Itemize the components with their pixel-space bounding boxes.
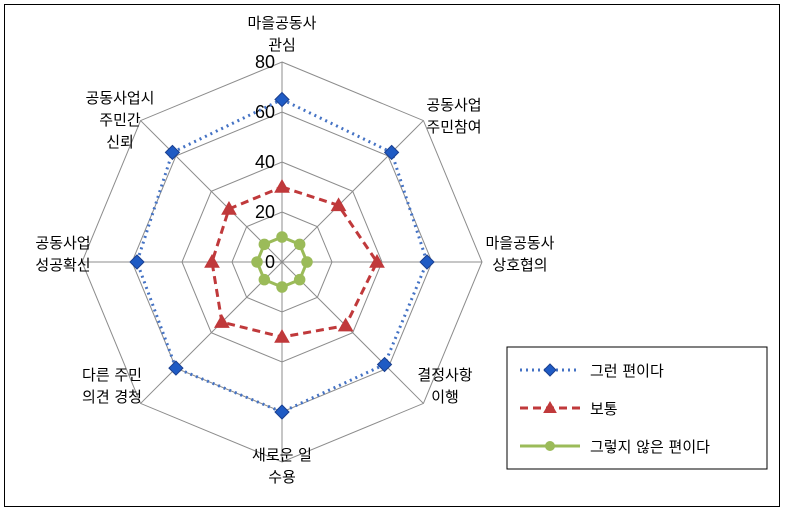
data-point-triangle [221, 200, 237, 215]
axis-label: 다른 주민 의견 경청 [82, 366, 142, 406]
data-point-triangle [337, 317, 354, 332]
data-point-diamond [543, 363, 557, 377]
data-point-triangle [330, 197, 347, 212]
data-point-circle [276, 231, 288, 243]
legend-label: 그런 편이다 [590, 362, 664, 380]
series-2 [251, 231, 313, 293]
data-point-triangle [204, 253, 220, 268]
axis-label: 마을공동사 관심 [247, 14, 316, 54]
axis-label: 공동사업시 주민간 신뢰 [85, 89, 154, 151]
data-point-circle [545, 441, 555, 451]
data-point-diamond [274, 404, 290, 420]
series-0 [129, 91, 435, 420]
data-point-circle [293, 273, 306, 286]
data-point-circle [258, 273, 271, 286]
axis-label: 새로운 일 수용 [252, 446, 312, 486]
tick-label: 0 [265, 252, 275, 272]
tick-label: 40 [255, 152, 275, 172]
data-point-triangle [274, 178, 290, 193]
data-point-circle [293, 238, 306, 251]
data-point-diamond [383, 144, 400, 161]
data-point-circle [251, 256, 263, 268]
data-point-circle [276, 281, 288, 293]
tick-label: 20 [255, 202, 275, 222]
data-point-diamond [376, 356, 393, 373]
series-1 [204, 178, 385, 343]
axis-label: 공동사업 주민참여 [426, 96, 481, 136]
grid [81, 61, 483, 463]
data-point-triangle [543, 400, 557, 413]
data-point-diamond [129, 254, 145, 270]
grid-spoke [281, 261, 424, 404]
grid-spoke [140, 261, 283, 404]
series [129, 91, 435, 420]
legend-label: 보통 [590, 400, 618, 418]
grid-spoke [140, 120, 283, 263]
data-point-circle [258, 238, 271, 251]
grid-spoke [281, 120, 424, 263]
axis-label: 공동사업 성공확신 [35, 234, 90, 274]
data-point-diamond [274, 91, 290, 108]
axis-label: 결정사항 이행 [417, 366, 472, 406]
legend-label: 그렇지 않은 편이다 [590, 438, 710, 456]
data-point-diamond [168, 360, 184, 376]
tick-labels: 0 20 40 60 80 [255, 52, 275, 272]
tick-label: 60 [255, 102, 275, 122]
data-point-triangle [369, 253, 385, 268]
data-point-triangle [214, 314, 230, 328]
data-point-diamond [164, 144, 181, 161]
axis-label: 마을공동사 상호협의 [485, 234, 554, 274]
data-point-triangle [274, 328, 290, 343]
data-point-circle [301, 256, 313, 268]
tick-label: 80 [255, 52, 275, 72]
data-point-diamond [419, 254, 435, 270]
